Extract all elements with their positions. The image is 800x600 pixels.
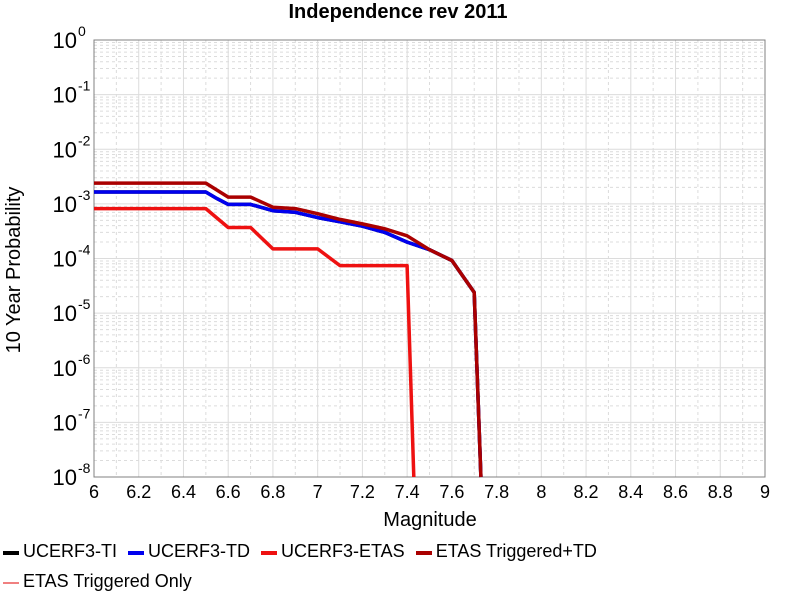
- y-tick-label: 10: [53, 247, 77, 272]
- series-lines: [94, 181, 483, 478]
- y-tick-label: 10: [53, 356, 77, 381]
- x-tick-label: 7.6: [439, 482, 464, 502]
- chart-svg: Independence rev 2011 6 6.2 6.4 6.6 6.8 7 7.2 7…: [3, 1, 770, 531]
- y-tick-exponent: -8: [78, 460, 91, 476]
- x-tick-label: 8.2: [574, 482, 599, 502]
- legend-item-ucerf3-ti: UCERF3-TI: [0, 541, 117, 562]
- series-line-3: [94, 181, 483, 478]
- legend-swatch: [128, 551, 144, 555]
- x-axis-label: Magnitude: [383, 509, 476, 531]
- legend: UCERF3-TI UCERF3-TD UCERF3-ETAS ETAS Tri…: [0, 536, 800, 596]
- x-tick-label: 6: [89, 482, 99, 502]
- y-tick-exponent: -2: [78, 132, 91, 148]
- legend-row-1: UCERF3-TI UCERF3-TD UCERF3-ETAS ETAS Tri…: [0, 536, 800, 566]
- x-tick-label: 8.6: [663, 482, 688, 502]
- y-tick-label: 10: [53, 301, 77, 326]
- x-tick-label: 9: [760, 482, 770, 502]
- grid: [93, 40, 766, 478]
- legend-label: UCERF3-ETAS: [281, 540, 405, 561]
- x-tick-label: 6.6: [216, 482, 241, 502]
- legend-item-ucerf3-etas: UCERF3-ETAS: [258, 541, 405, 562]
- legend-item-ucerf3-td: UCERF3-TD: [125, 541, 250, 562]
- y-tick-label: 10: [53, 410, 77, 435]
- y-tick-exponent: -5: [78, 296, 91, 312]
- x-tick-label: 6.2: [126, 482, 151, 502]
- x-tick-label: 8.8: [708, 482, 733, 502]
- legend-item-etas-triggered-td: ETAS Triggered+TD: [413, 541, 597, 562]
- x-tick-label: 7: [313, 482, 323, 502]
- legend-label: ETAS Triggered Only: [23, 570, 192, 591]
- y-tick-label: 10: [53, 465, 77, 490]
- x-tick-label: 8: [536, 482, 546, 502]
- y-tick-exponent: -1: [78, 78, 91, 94]
- y-tick-exponent: 0: [78, 23, 86, 39]
- legend-swatch: [3, 582, 19, 584]
- y-tick-label: 10: [53, 83, 77, 108]
- legend-item-etas-triggered-only: ETAS Triggered Only: [0, 571, 192, 592]
- y-tick-label: 10: [53, 192, 77, 217]
- legend-label: UCERF3-TI: [23, 540, 117, 561]
- plot-frame: [93, 39, 766, 478]
- y-tick-label: 10: [53, 28, 77, 53]
- legend-row-2: ETAS Triggered Only: [0, 566, 800, 596]
- legend-label: UCERF3-TD: [148, 540, 250, 561]
- legend-label: ETAS Triggered+TD: [435, 540, 597, 561]
- x-tick-label: 7.4: [395, 482, 420, 502]
- x-tick-label: 6.8: [260, 482, 285, 502]
- legend-swatch: [3, 551, 19, 555]
- chart-title: Independence rev 2011: [288, 1, 507, 23]
- x-tick-label: 7.2: [350, 482, 375, 502]
- legend-swatch: [261, 551, 277, 555]
- y-tick-exponent: -7: [78, 405, 91, 421]
- legend-swatch: [415, 551, 432, 555]
- x-tick-label: 6.4: [171, 482, 196, 502]
- y-axis-label: 10 Year Probability: [3, 187, 25, 354]
- x-tick-labels: 6 6.2 6.4 6.6 6.8 7 7.2 7.4 7.6 7.8 8 8.2 8.4 8.6 8.8 9: [89, 482, 770, 502]
- y-tick-label: 10: [53, 137, 77, 162]
- y-tick-exponent: -6: [78, 351, 91, 367]
- y-tick-exponent: -4: [78, 242, 91, 258]
- y-tick-exponent: -3: [78, 187, 91, 203]
- x-tick-label: 8.4: [618, 482, 643, 502]
- x-tick-label: 7.8: [484, 482, 509, 502]
- series-line-2: [94, 206, 416, 478]
